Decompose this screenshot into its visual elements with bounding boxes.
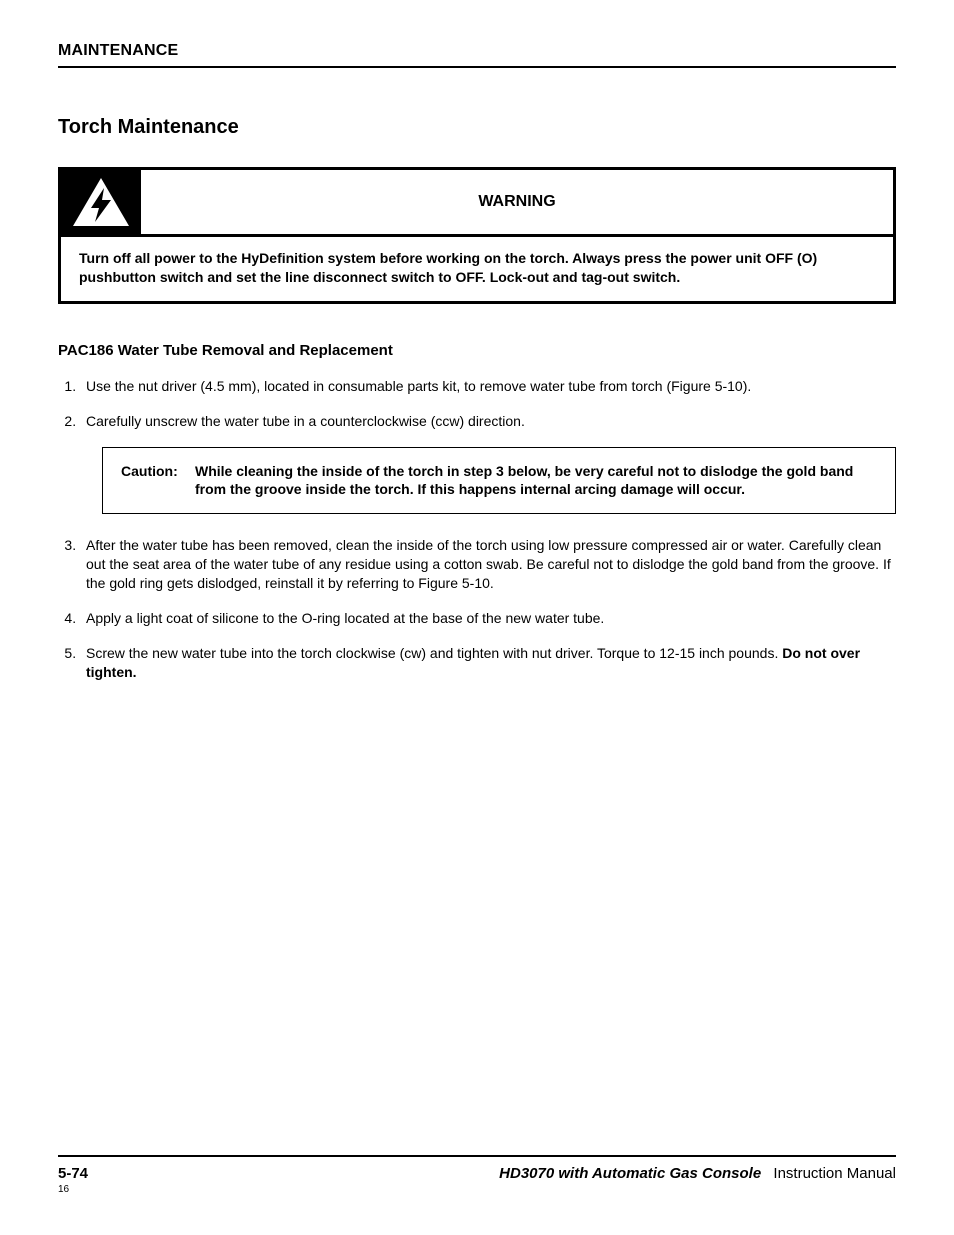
step-list-continued: After the water tube has been removed, c…: [58, 536, 896, 681]
warning-icon-cell: [61, 170, 141, 234]
warning-header-row: WARNING: [61, 170, 893, 237]
footer-product-name: HD3070 with Automatic Gas Console: [499, 1165, 761, 1182]
list-item: Apply a light coat of silicone to the O-…: [80, 609, 896, 628]
footer-small-number: 16: [58, 1184, 896, 1195]
footer-manual-label-text: Instruction Manual: [773, 1165, 896, 1182]
footer-rule: [58, 1155, 896, 1157]
caution-box: Caution: While cleaning the inside of th…: [102, 447, 896, 515]
page-number: 5-74: [58, 1165, 88, 1182]
list-item: Use the nut driver (4.5 mm), located in …: [80, 377, 896, 396]
footer-row: 5-74 HD3070 with Automatic Gas Console I…: [58, 1165, 896, 1182]
page-footer: 5-74 HD3070 with Automatic Gas Console I…: [58, 1155, 896, 1195]
footer-right: HD3070 with Automatic Gas Console Instru…: [499, 1165, 896, 1182]
list-item: Carefully unscrew the water tube in a co…: [80, 412, 896, 431]
page: MAINTENANCE Torch Maintenance WARNING Tu…: [0, 0, 954, 1235]
warning-label: WARNING: [141, 170, 893, 234]
step-list: Use the nut driver (4.5 mm), located in …: [58, 377, 896, 431]
caution-text: While cleaning the inside of the torch i…: [195, 462, 877, 500]
electric-hazard-icon: [71, 176, 131, 228]
list-item: Screw the new water tube into the torch …: [80, 644, 896, 682]
subsection-heading: PAC186 Water Tube Removal and Replacemen…: [58, 342, 896, 359]
section-header: MAINTENANCE: [58, 42, 896, 62]
header-rule: [58, 66, 896, 68]
warning-box: WARNING Turn off all power to the HyDefi…: [58, 167, 896, 304]
caution-label: Caution:: [121, 462, 195, 500]
list-item: After the water tube has been removed, c…: [80, 536, 896, 593]
step5-text: Screw the new water tube into the torch …: [86, 645, 782, 661]
warning-body-text: Turn off all power to the HyDefinition s…: [61, 237, 893, 301]
page-title: Torch Maintenance: [58, 116, 896, 139]
